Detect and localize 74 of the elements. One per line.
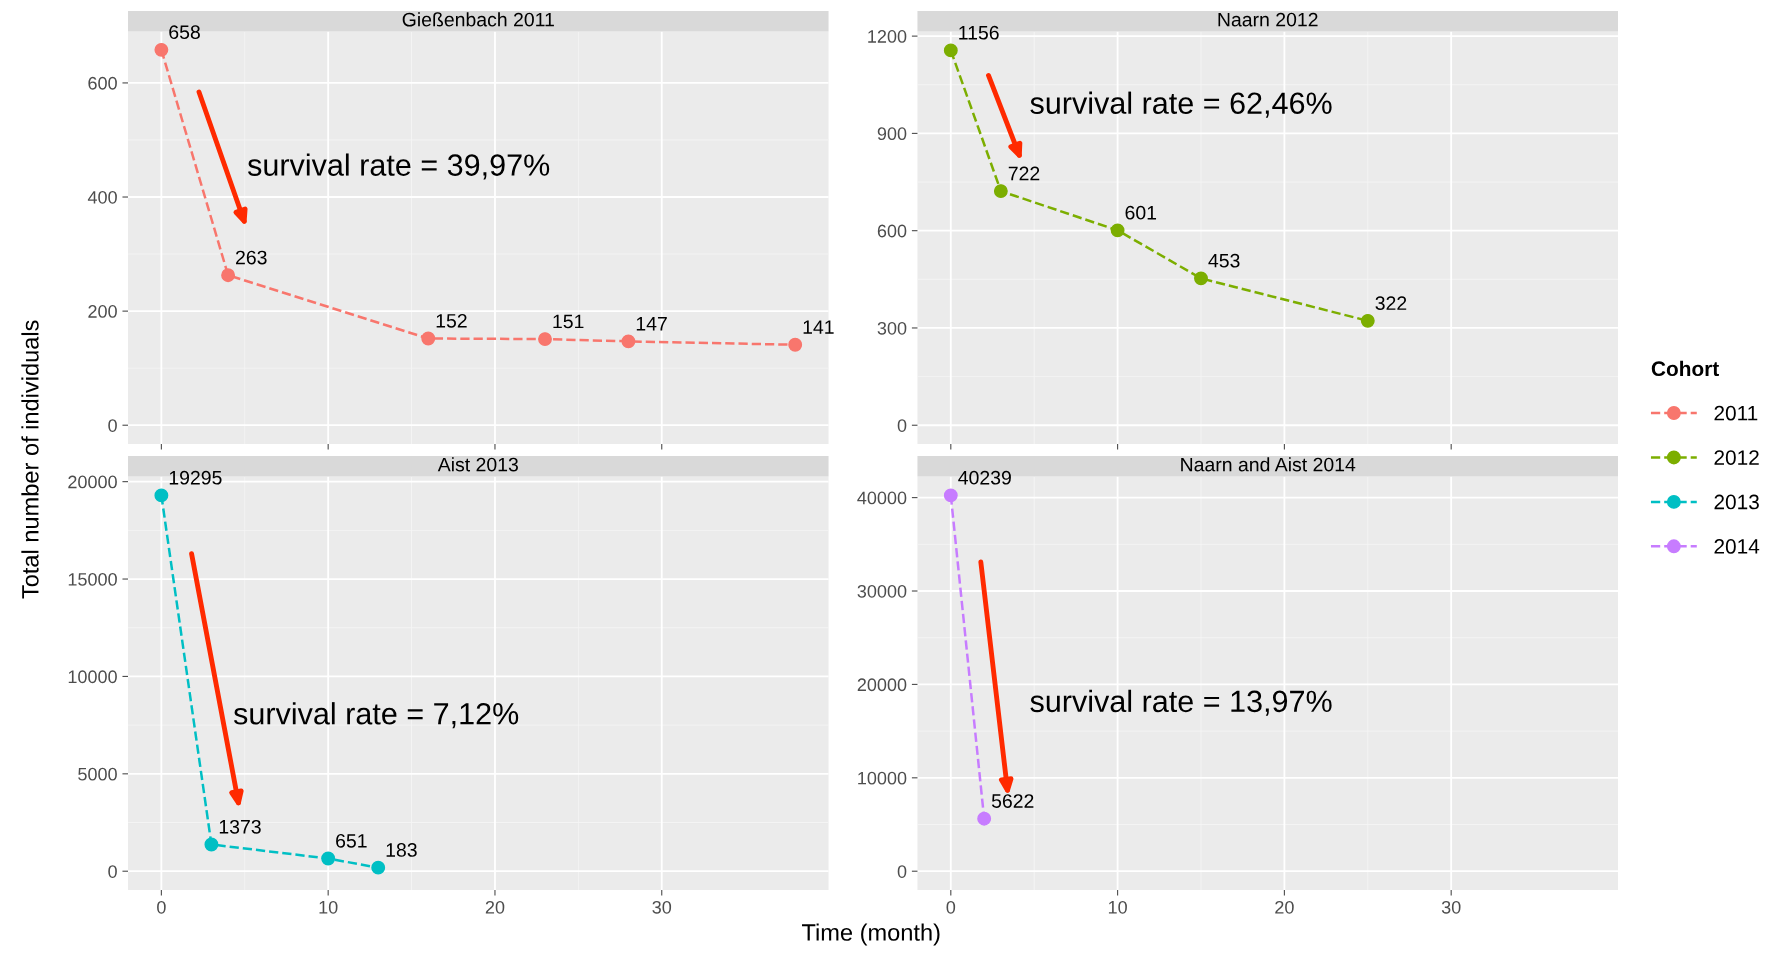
data-label: 722 <box>1008 166 1040 181</box>
data-label: 152 <box>436 313 467 328</box>
x-axis-title: Time (month) <box>802 923 940 946</box>
x-tick-label: 10 <box>1108 900 1127 914</box>
y-tick-label: 200 <box>88 305 117 318</box>
y-tick-label: 10000 <box>68 670 117 684</box>
point <box>421 331 436 346</box>
annotation: survival rate = 62,46% <box>1030 91 1332 118</box>
x-tick-label: 10 <box>319 900 338 914</box>
legend-label: 2011 <box>1714 405 1758 421</box>
x-tick-label: 30 <box>652 900 672 914</box>
point <box>321 851 336 866</box>
point <box>993 184 1008 199</box>
legend-label: 2014 <box>1714 539 1760 554</box>
data-label: 183 <box>386 843 417 857</box>
data-label: 1373 <box>219 819 261 834</box>
chart-title: Aist 2013 <box>437 457 518 472</box>
y-tick-label: 10000 <box>858 771 907 785</box>
legend-title: Cohort <box>1651 360 1719 377</box>
x-tick-label: 20 <box>485 900 505 914</box>
y-tick-label: 15000 <box>68 572 117 586</box>
y-tick-label: 600 <box>88 76 117 90</box>
point <box>1360 313 1375 328</box>
x-tick-label: 0 <box>157 900 166 914</box>
data-label: 151 <box>553 314 584 329</box>
point <box>371 860 386 875</box>
annotation: survival rate = 39,97% <box>247 153 550 180</box>
y-tick-label: 0 <box>108 419 117 432</box>
y-tick-label: 30000 <box>857 584 907 598</box>
point <box>788 337 803 352</box>
data-label: 5622 <box>991 794 1034 808</box>
data-label: 147 <box>636 317 667 331</box>
y-tick-label: 1200 <box>868 30 907 43</box>
annotation: survival rate = 7,12% <box>233 702 519 729</box>
chart-title: Naarn 2012 <box>1218 12 1318 27</box>
chart-title: Gießenbach 2011 <box>402 12 554 27</box>
y-tick-label: 900 <box>877 127 907 141</box>
data-label: 322 <box>1375 296 1407 311</box>
y-tick-label: 20000 <box>68 475 117 489</box>
data-label: 453 <box>1208 253 1240 268</box>
y-tick-label: 0 <box>897 419 907 432</box>
data-label: 263 <box>236 250 267 265</box>
y-tick-label: 0 <box>897 865 907 878</box>
data-label: 40239 <box>958 470 1011 485</box>
point <box>1194 271 1208 286</box>
point <box>943 43 958 58</box>
point <box>538 332 552 347</box>
y-tick-label: 400 <box>87 190 117 204</box>
annotation: survival rate = 13,97% <box>1030 689 1332 716</box>
data-label: 658 <box>169 25 200 40</box>
point <box>1110 223 1125 238</box>
data-label: 601 <box>1125 205 1157 220</box>
point <box>154 488 169 503</box>
point <box>204 837 219 852</box>
data-label: 19295 <box>169 470 222 485</box>
y-axis-title: Total number of individuals <box>21 320 39 599</box>
y-tick-label: 0 <box>108 865 117 878</box>
x-tick-label: 30 <box>1441 900 1461 914</box>
legend-label: 2013 <box>1714 494 1759 510</box>
y-tick-label: 5000 <box>78 767 117 781</box>
chart-title: Naarn and Aist 2014 <box>1181 457 1356 472</box>
legend-label: 2012 <box>1714 450 1759 465</box>
data-label: 141 <box>803 320 834 334</box>
y-tick-label: 300 <box>877 321 907 335</box>
data-label: 1156 <box>959 25 999 40</box>
y-tick-label: 20000 <box>857 678 907 692</box>
point <box>621 334 636 349</box>
y-tick-label: 600 <box>877 224 907 238</box>
point <box>221 268 236 283</box>
data-label: 651 <box>336 833 367 848</box>
x-tick-label: 20 <box>1275 900 1294 914</box>
point <box>154 42 169 57</box>
y-tick-label: 40000 <box>857 491 907 505</box>
x-tick-label: 0 <box>946 900 956 914</box>
